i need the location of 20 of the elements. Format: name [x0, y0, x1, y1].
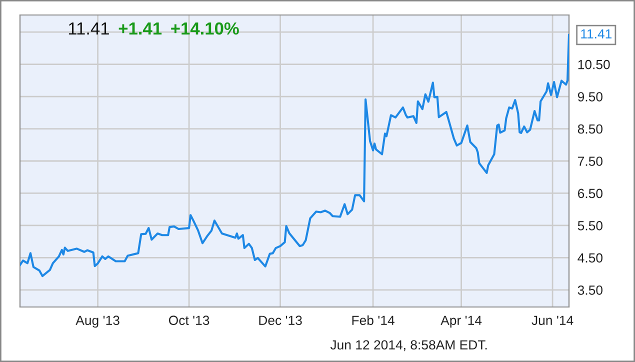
text: Jun 12 2014, 8:58AM EDT.: [330, 340, 487, 352]
x-tick-label: Dec '13: [259, 316, 302, 326]
y-tick-label: 3.50: [578, 285, 602, 295]
annotation: +1.41: [118, 22, 162, 34]
y-tick-label: 9.50: [578, 92, 602, 102]
x-tick-label: Feb '14: [352, 315, 394, 326]
y-tick-label: 10.50: [578, 60, 610, 70]
x-tick-label: Jun '14: [532, 316, 574, 326]
annotation: +14.10%: [171, 22, 239, 35]
y-tick-label: 8.50: [578, 124, 602, 134]
x-tick-label: Apr '14: [440, 316, 482, 328]
y-tick-label: 7.50: [578, 156, 602, 166]
x-tick-label: Oct '13: [168, 316, 210, 326]
y-tick-label: 5.50: [578, 221, 602, 230]
annotation: 11.41: [68, 22, 109, 34]
y-tick-label: 6.50: [578, 188, 602, 198]
annotation: 11.41: [581, 29, 612, 38]
y-tick-label: 4.50: [578, 253, 602, 263]
line-series: [20, 34, 569, 278]
x-tick-label: Aug '13: [76, 316, 120, 328]
